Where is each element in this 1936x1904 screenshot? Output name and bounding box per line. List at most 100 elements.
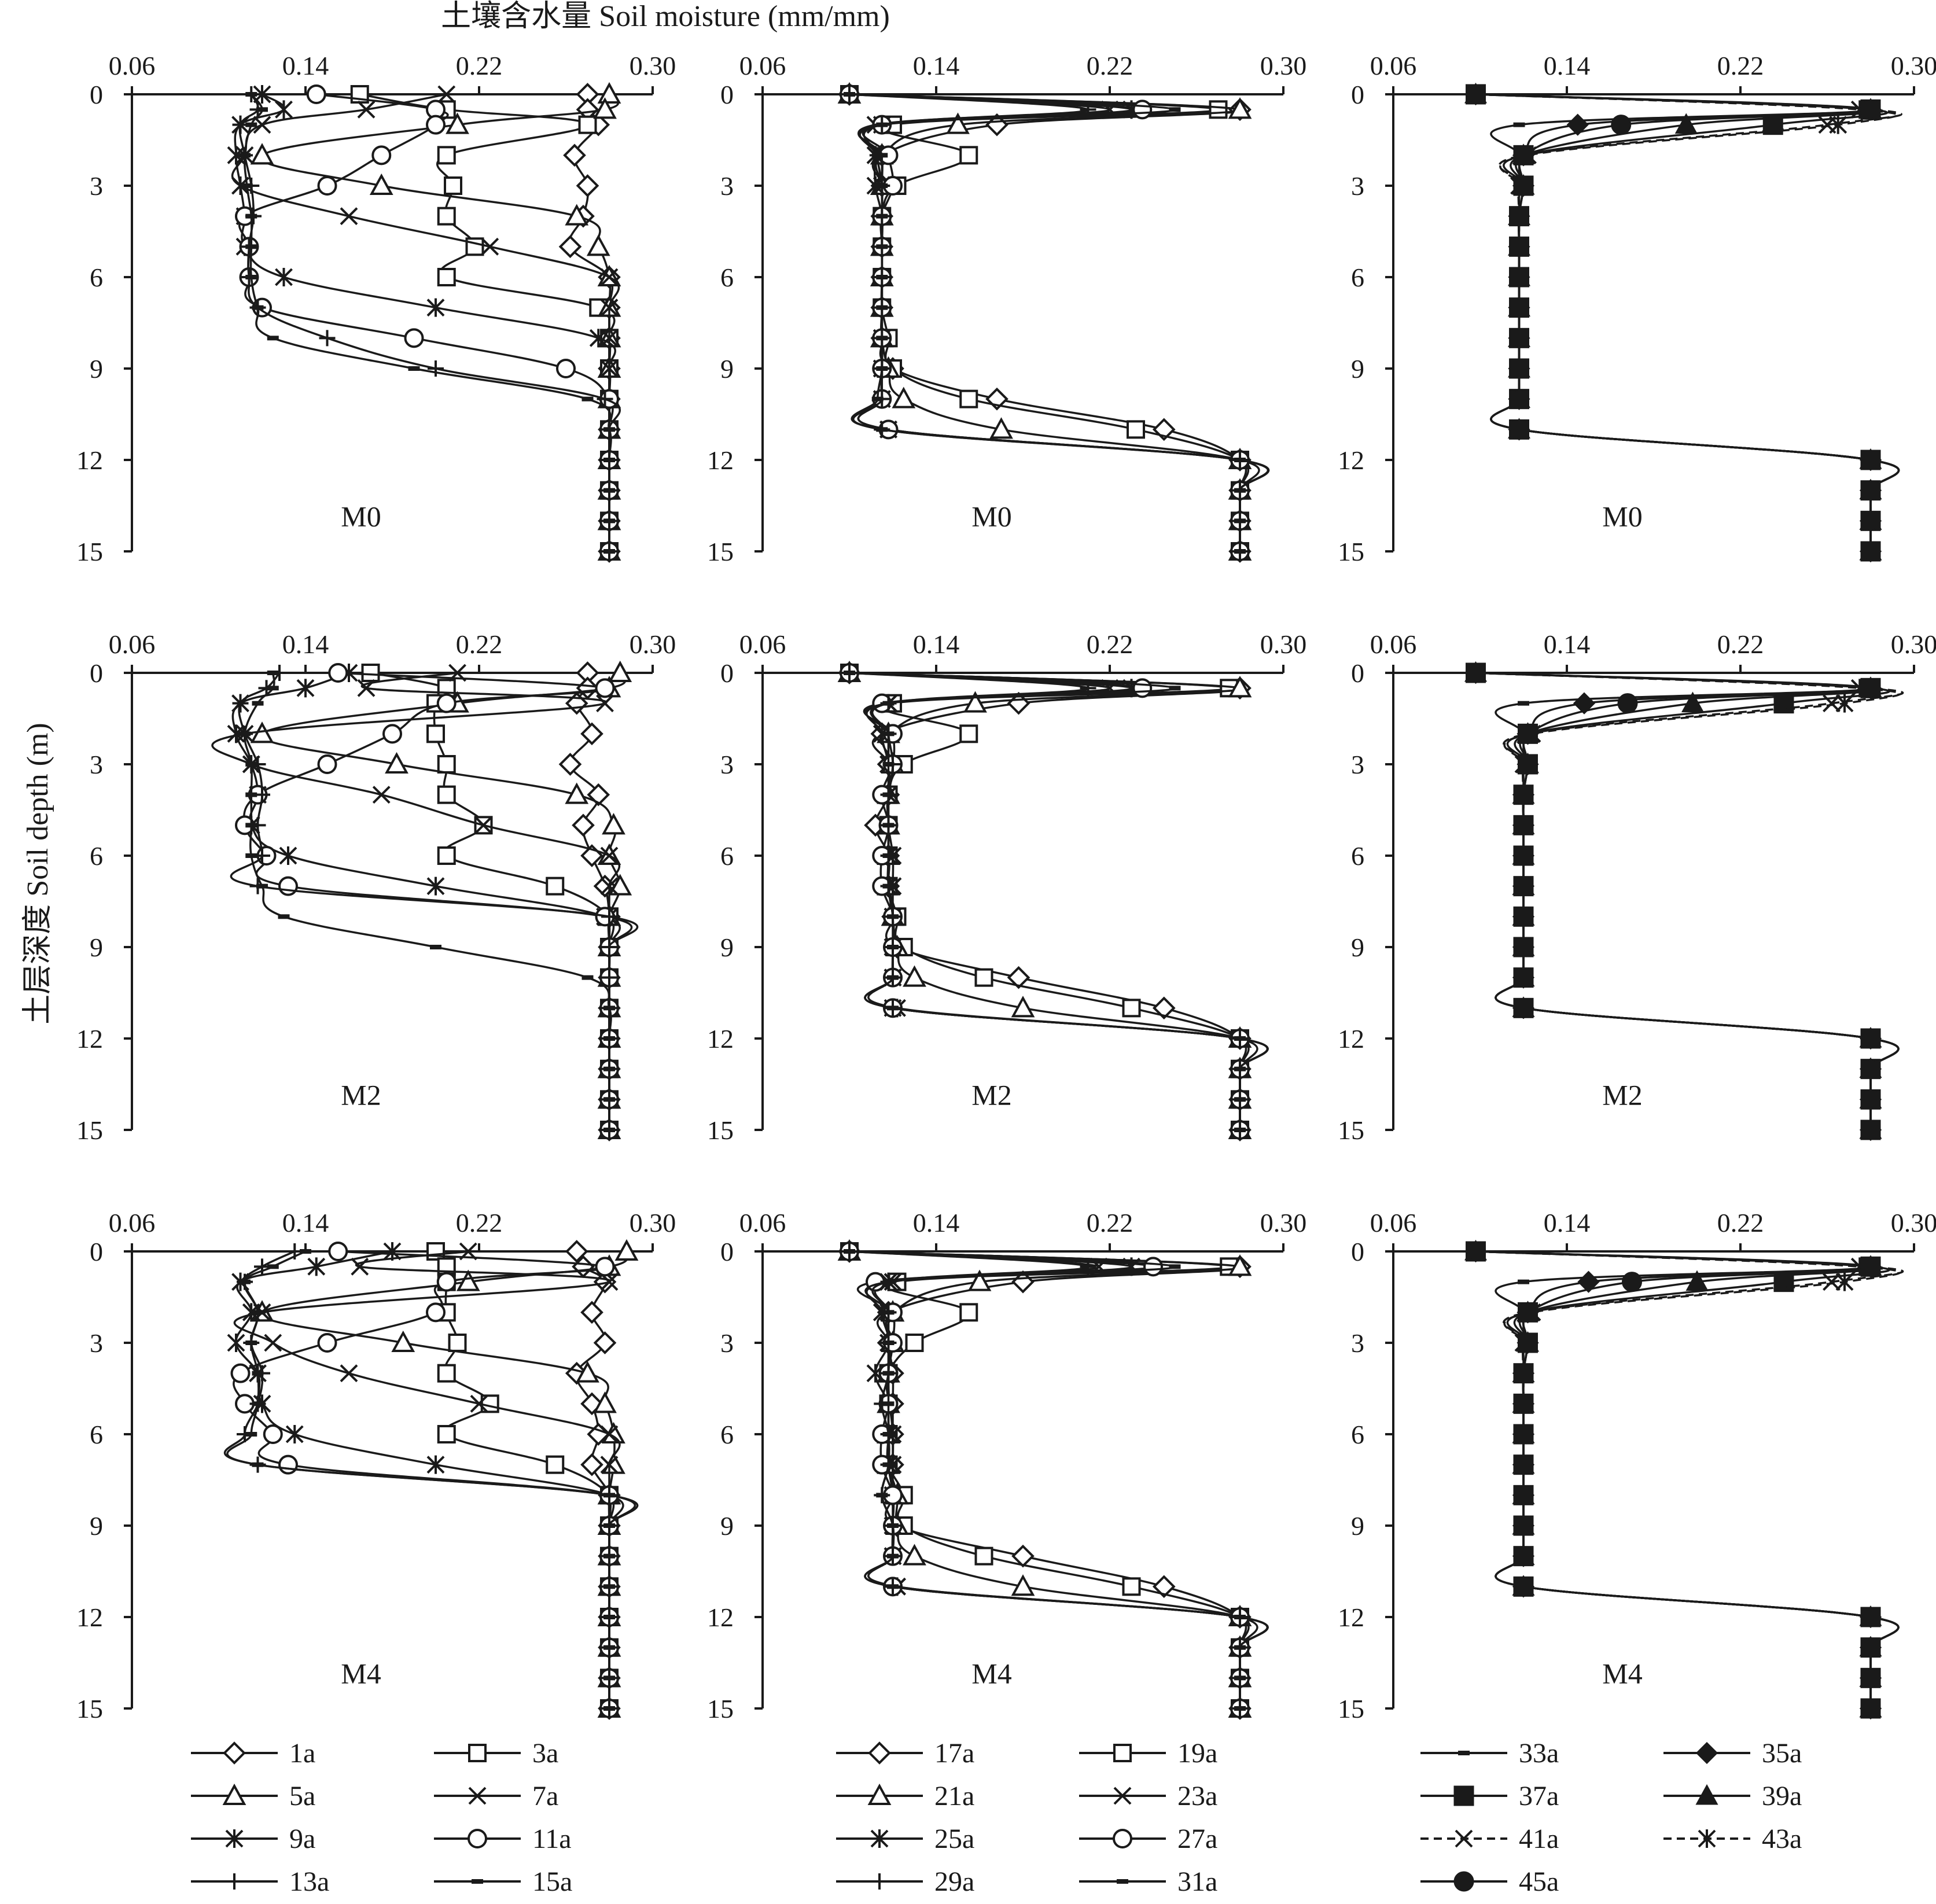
y-tick-label: 6 [1351,1420,1364,1449]
data-point-9a [285,1425,304,1443]
data-point-15a [603,488,615,493]
data-point-7a [600,1425,619,1443]
data-point-9a [227,724,245,743]
y-tick-label: 3 [90,1328,103,1358]
legend-marker [1455,1829,1473,1848]
data-point-5a [593,97,617,119]
data-point-9a [307,1257,326,1276]
x-axis-title: 土壤含水量 Soil moisture (mm/mm) [441,0,890,33]
data-point-7a [470,1394,488,1413]
data-point-5a [369,173,393,195]
data-point-9a [383,1242,402,1261]
legend-label: 35a [1762,1738,1802,1769]
x-tick-label: 0.06 [739,51,786,80]
data-point-13a [232,695,249,712]
data-point-3a [448,1334,467,1352]
data-point-9a [589,329,608,348]
data-point-3a [437,1364,456,1383]
data-point-11a [404,328,424,348]
data-point-45a [1860,1059,1881,1080]
data-point-5a [608,874,632,896]
y-tick-label: 9 [1351,354,1364,384]
x-tick-label: 0.22 [456,51,503,80]
data-point-7a [600,846,619,865]
data-point-45a [1513,845,1534,866]
data-point-15a [603,1006,615,1011]
series-line-3a [370,672,615,1130]
data-point-45a [1509,358,1529,379]
data-point-5a [385,752,408,774]
data-point-1a [580,722,603,746]
panel-m4-1: 0.06 0.14 0.22 0.30 0 3 6 9 12 15 M4 [76,1208,676,1723]
data-point-19a [1209,100,1228,119]
legend-label: 41a [1519,1824,1559,1854]
data-point-7a [340,207,358,226]
data-point-3a [437,146,456,165]
series-line-23a [849,1250,1269,1708]
series-line-43a [1475,93,1900,551]
y-tick-label: 6 [1351,841,1364,871]
y-tick-label: 12 [76,1024,103,1054]
data-point-9a [275,100,293,119]
data-point-3a [437,268,456,286]
data-point-19a [974,968,993,987]
data-point-17a [1152,996,1176,1020]
x-tick-label: 0.14 [913,629,960,659]
data-point-11a [263,1424,283,1444]
y-tick-label: 12 [707,1024,734,1054]
y-tick-label: 3 [720,750,734,779]
series-line-17a [849,93,1247,551]
data-point-19a [1122,999,1141,1018]
data-point-15a [267,686,279,691]
data-point-7a [357,679,376,697]
y-tick-label: 12 [1338,445,1364,475]
data-point-11a [317,754,337,774]
y-tick-label: 6 [90,841,103,871]
data-point-45a [1860,1089,1881,1110]
data-point-31a [876,183,888,188]
legend-label: 15a [532,1866,572,1897]
data-point-45a [1513,1454,1534,1475]
data-point-15a [603,1066,615,1071]
series-29a [841,665,1269,1138]
y-tick-label: 15 [707,537,734,566]
data-point-45a [1860,1698,1881,1719]
data-point-7a [340,1364,358,1383]
data-point-31a [1234,488,1246,493]
data-point-45a [1860,1028,1881,1049]
data-point-31a [876,305,888,310]
x-tick-label: 0.30 [1260,1208,1307,1238]
series-line-7a [211,672,621,1130]
data-point-15a [252,701,264,706]
data-point-19a [974,1546,993,1566]
series-line-19a [849,672,1250,1130]
data-point-15a [603,1523,615,1528]
legend-label: 1a [289,1738,315,1769]
series-45a [1466,1241,1900,1719]
series-23a [840,664,1269,1139]
data-point-1a [580,1301,603,1324]
data-point-31a [887,1006,899,1011]
data-point-45a [1466,84,1486,105]
series-line-29a [849,1250,1269,1708]
data-point-39a [1685,1270,1709,1291]
data-point-45a [1860,480,1881,501]
x-tick-label: 0.22 [456,629,503,659]
legend-marker [222,1783,246,1805]
data-point-3a [437,1425,456,1443]
data-point-45a [1513,1576,1534,1597]
data-point-31a [876,213,888,219]
data-point-31a [844,671,855,675]
legend-item-41a: 41a [1420,1824,1559,1854]
data-point-31a [1169,1264,1181,1269]
data-point-15a [256,107,268,112]
x-tick-label: 0.30 [1260,629,1307,659]
data-point-35a [1577,1270,1600,1293]
x-tick-label: 0.22 [1087,1208,1133,1238]
series-line-25a [849,672,1269,1130]
data-point-31a [1169,107,1181,112]
legend-marker [1113,1787,1132,1805]
y-tick-label: 6 [720,263,734,292]
data-point-7a [437,85,456,104]
data-point-21a [967,1269,992,1291]
